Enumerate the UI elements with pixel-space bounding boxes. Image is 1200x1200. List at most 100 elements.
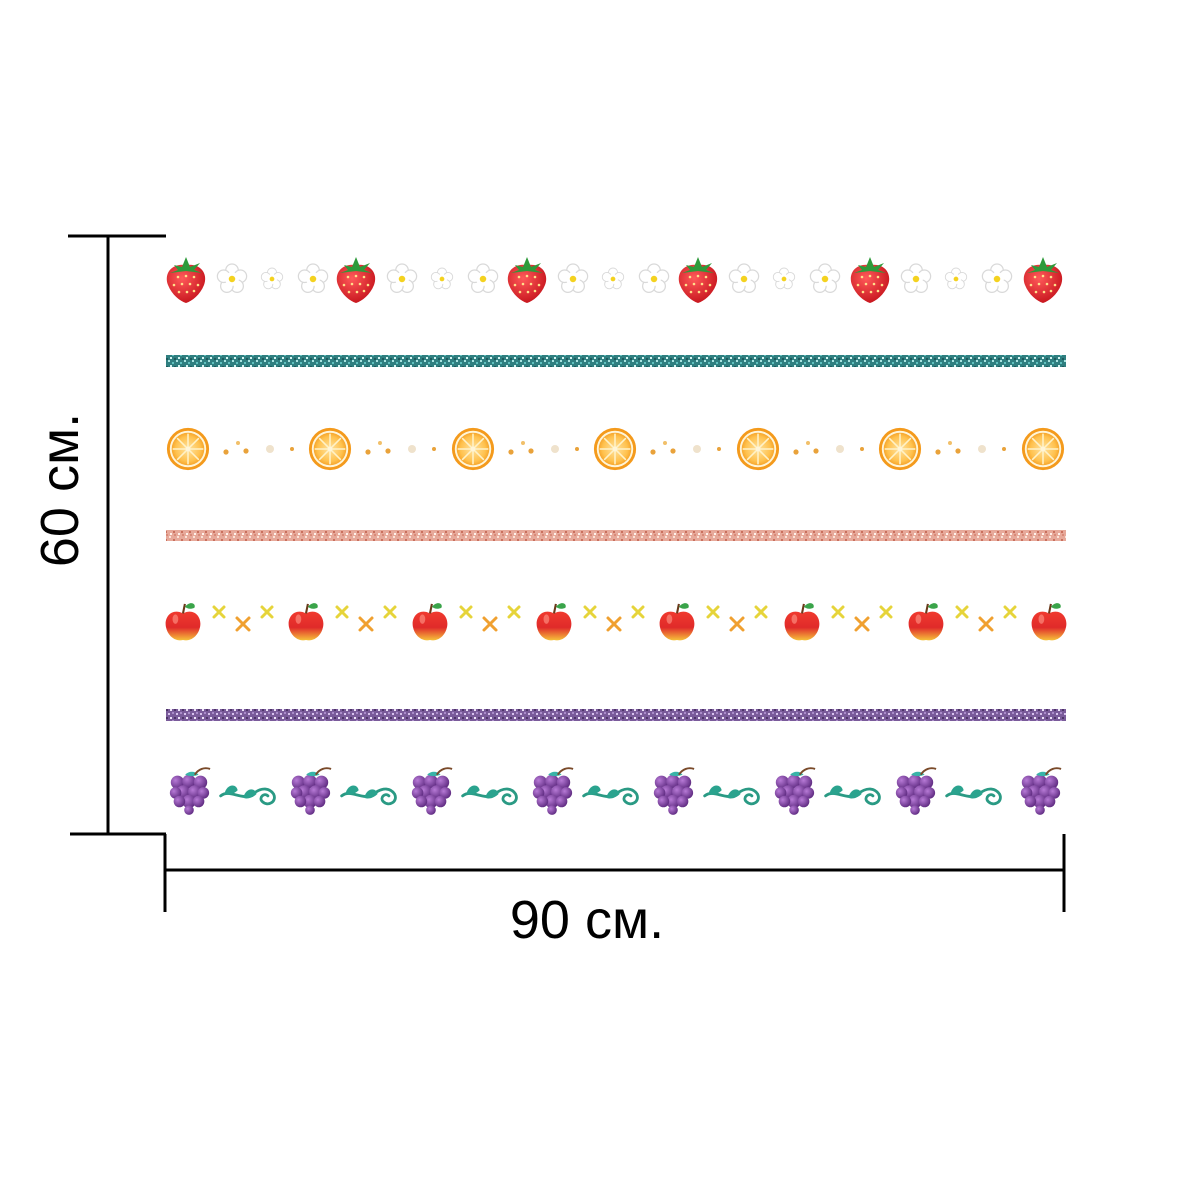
orange-slice-icon <box>736 427 780 471</box>
height-dimension-line <box>68 234 166 836</box>
strawberry-icon <box>850 257 890 303</box>
orange-row <box>166 427 1065 471</box>
cross-icon <box>955 605 969 619</box>
cross-icon <box>335 605 349 619</box>
dot <box>408 445 416 453</box>
cross-icon <box>831 605 845 619</box>
dot <box>243 448 249 454</box>
flower-icon <box>981 263 1013 293</box>
dot <box>836 445 844 453</box>
apple-icon <box>907 602 945 642</box>
dot <box>793 449 799 455</box>
dot <box>508 449 514 455</box>
orange-slice-icon <box>308 427 352 471</box>
dot <box>521 441 525 445</box>
peach-glitter-stripe <box>166 530 1066 541</box>
apple-icon <box>411 602 449 642</box>
cross-icon <box>854 616 870 632</box>
orange-slice-icon <box>878 427 922 471</box>
flower-icon <box>260 267 284 290</box>
orange-slice-icon <box>451 427 495 471</box>
flower-icon <box>430 267 454 290</box>
vine-icon <box>340 784 397 806</box>
strawberry-icon <box>166 257 206 303</box>
dot <box>650 449 656 455</box>
cross-icon <box>358 616 374 632</box>
dot <box>813 448 819 454</box>
dot <box>223 449 229 455</box>
grape-icon <box>773 767 817 816</box>
grape-icon <box>652 767 696 816</box>
apple-icon <box>1030 602 1068 642</box>
cross-icon <box>706 605 720 619</box>
apple-icon <box>287 602 325 642</box>
cross-icon <box>383 605 397 619</box>
cross-icon <box>507 605 521 619</box>
grape-icon <box>168 767 212 816</box>
strawberry-icon <box>507 257 547 303</box>
dot <box>717 447 721 451</box>
apple-icon <box>164 602 202 642</box>
cross-icon <box>879 605 893 619</box>
grape-icon <box>410 767 454 816</box>
flower-icon <box>900 263 932 293</box>
orange-slice-icon <box>166 427 210 471</box>
flower-icon <box>728 263 760 293</box>
apple-row <box>164 602 1068 642</box>
cross-icon <box>631 605 645 619</box>
grape-icon <box>531 767 575 816</box>
cross-icon <box>235 616 251 632</box>
vine-icon <box>824 784 881 806</box>
cross-icon <box>1003 605 1017 619</box>
dot <box>935 449 941 455</box>
orange-slice-icon <box>593 427 637 471</box>
grape-icon <box>1019 767 1063 816</box>
flower-icon <box>386 263 418 293</box>
apple-icon <box>658 602 696 642</box>
flower-icon <box>557 263 589 293</box>
flower-icon <box>772 267 796 290</box>
dot <box>290 447 294 451</box>
vine-icon <box>461 784 518 806</box>
dot <box>575 447 579 451</box>
cross-icon <box>583 605 597 619</box>
cross-icon <box>260 605 274 619</box>
grape-icon <box>894 767 938 816</box>
dot <box>1002 447 1006 451</box>
dot <box>432 447 436 451</box>
vine-icon <box>219 784 276 806</box>
dot <box>236 441 240 445</box>
height-label: 60 см. <box>30 412 90 568</box>
dot <box>385 448 391 454</box>
flower-icon <box>638 263 670 293</box>
grape-icon <box>289 767 333 816</box>
flower-icon <box>601 267 625 290</box>
apple-icon <box>535 602 573 642</box>
dot <box>693 445 701 453</box>
dot <box>955 448 961 454</box>
grape-row <box>168 767 1063 816</box>
strawberry-row <box>166 257 1063 303</box>
cross-icon <box>606 616 622 632</box>
teal-glitter-stripe <box>166 355 1066 367</box>
cross-icon <box>729 616 745 632</box>
flower-icon <box>809 263 841 293</box>
dot <box>670 448 676 454</box>
flower-icon <box>297 263 329 293</box>
apple-icon <box>783 602 821 642</box>
dot <box>378 441 382 445</box>
strawberry-icon <box>678 257 718 303</box>
flower-icon <box>216 263 248 293</box>
strawberry-icon <box>336 257 376 303</box>
dot <box>978 445 986 453</box>
dot <box>528 448 534 454</box>
strawberry-icon <box>1023 257 1063 303</box>
cross-icon <box>212 605 226 619</box>
vine-icon <box>945 784 1002 806</box>
cross-icon <box>754 605 768 619</box>
flower-icon <box>467 263 499 293</box>
purple-glitter-stripe <box>166 709 1066 721</box>
dot <box>551 445 559 453</box>
flower-icon <box>944 267 968 290</box>
